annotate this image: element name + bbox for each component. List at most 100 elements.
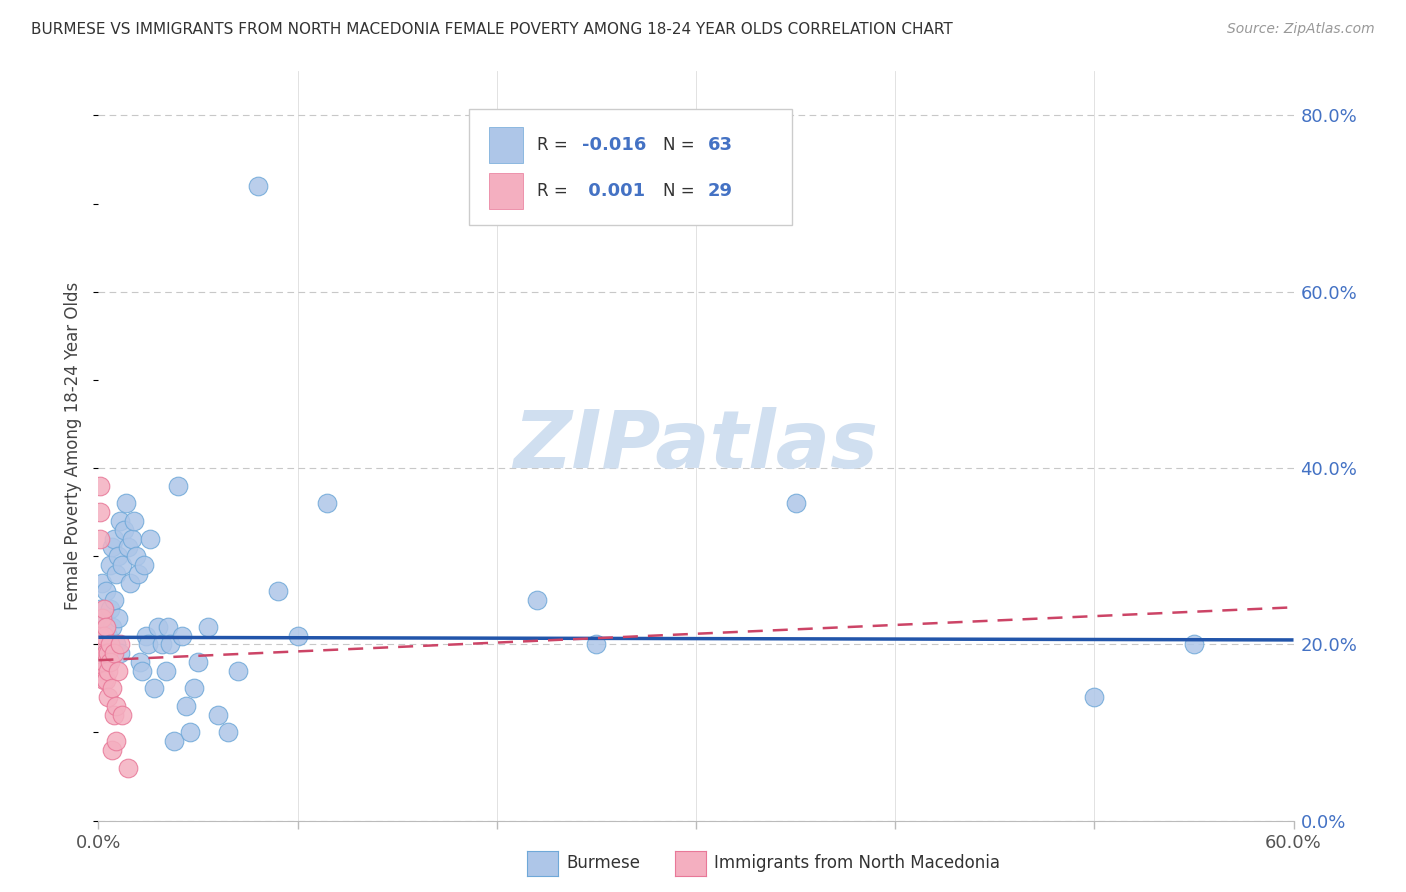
- Text: -0.016: -0.016: [582, 136, 647, 154]
- Point: [96, 646, 118, 660]
- Point: [91, 611, 114, 625]
- Point: [97, 646, 120, 660]
- Text: N =: N =: [662, 182, 699, 200]
- Point: [117, 541, 139, 555]
- Text: BURMESE VS IMMIGRANTS FROM NORTH MACEDONIA FEMALE POVERTY AMONG 18-24 YEAR OLDS : BURMESE VS IMMIGRANTS FROM NORTH MACEDON…: [31, 22, 953, 37]
- Point: [131, 664, 153, 678]
- Point: [125, 549, 148, 564]
- Point: [110, 637, 132, 651]
- Point: [101, 620, 124, 634]
- Text: 0.001: 0.001: [582, 182, 645, 200]
- Text: Immigrants from North Macedonia: Immigrants from North Macedonia: [714, 855, 1000, 872]
- Point: [107, 611, 129, 625]
- Point: [93, 602, 115, 616]
- Point: [197, 620, 219, 634]
- Point: [207, 707, 229, 722]
- Point: [157, 620, 180, 634]
- Point: [105, 734, 128, 748]
- Point: [150, 637, 173, 651]
- Point: [103, 593, 125, 607]
- Point: [93, 628, 115, 642]
- Point: [155, 664, 177, 678]
- Point: [121, 532, 143, 546]
- Point: [97, 664, 120, 678]
- Point: [139, 532, 162, 546]
- Point: [101, 743, 124, 757]
- Point: [172, 628, 194, 642]
- Point: [89, 478, 111, 492]
- Point: [91, 664, 114, 678]
- Point: [98, 558, 122, 572]
- Text: Source: ZipAtlas.com: Source: ZipAtlas.com: [1227, 22, 1375, 37]
- Point: [98, 602, 122, 616]
- Point: [101, 541, 124, 555]
- Point: [115, 496, 138, 510]
- Point: [96, 673, 118, 687]
- Point: [1182, 637, 1205, 651]
- Point: [93, 673, 115, 687]
- Point: [112, 523, 135, 537]
- Point: [111, 558, 134, 572]
- FancyBboxPatch shape: [470, 109, 792, 225]
- Point: [1083, 690, 1105, 705]
- Point: [110, 514, 132, 528]
- Point: [93, 611, 115, 625]
- Point: [127, 566, 149, 581]
- Point: [91, 575, 114, 590]
- Point: [187, 655, 209, 669]
- Point: [143, 681, 166, 696]
- Point: [96, 584, 118, 599]
- Point: [107, 664, 129, 678]
- Point: [89, 628, 111, 642]
- Point: [105, 637, 128, 651]
- Point: [103, 532, 125, 546]
- Point: [135, 628, 157, 642]
- Point: [103, 646, 125, 660]
- Point: [98, 637, 122, 651]
- Point: [110, 646, 132, 660]
- Point: [101, 681, 124, 696]
- Point: [526, 593, 548, 607]
- Point: [246, 178, 269, 193]
- Point: [217, 725, 239, 739]
- Point: [89, 532, 111, 546]
- Point: [89, 602, 111, 616]
- Point: [93, 655, 115, 669]
- Point: [267, 584, 290, 599]
- Point: [96, 620, 118, 634]
- Point: [167, 478, 190, 492]
- Text: N =: N =: [662, 136, 699, 154]
- Y-axis label: Female Poverty Among 18-24 Year Olds: Female Poverty Among 18-24 Year Olds: [65, 282, 83, 610]
- Point: [89, 628, 111, 642]
- Point: [105, 699, 128, 714]
- Point: [174, 699, 197, 714]
- Point: [785, 496, 807, 510]
- Point: [124, 514, 146, 528]
- Point: [98, 655, 122, 669]
- Point: [107, 549, 129, 564]
- Point: [148, 620, 170, 634]
- Point: [120, 575, 142, 590]
- Text: 63: 63: [709, 136, 733, 154]
- Bar: [489, 173, 523, 209]
- Point: [183, 681, 205, 696]
- Point: [117, 761, 139, 775]
- Point: [89, 505, 111, 519]
- Point: [105, 566, 128, 581]
- Point: [134, 558, 156, 572]
- Point: [93, 646, 115, 660]
- Point: [316, 496, 339, 510]
- Text: 29: 29: [709, 182, 733, 200]
- Point: [97, 655, 120, 669]
- Point: [97, 690, 120, 705]
- Point: [136, 637, 159, 651]
- Point: [91, 637, 114, 651]
- Point: [287, 628, 309, 642]
- Text: Burmese: Burmese: [567, 855, 641, 872]
- Text: R =: R =: [537, 136, 574, 154]
- Text: R =: R =: [537, 182, 574, 200]
- Point: [129, 655, 152, 669]
- Point: [585, 637, 607, 651]
- Point: [163, 734, 186, 748]
- Point: [111, 707, 134, 722]
